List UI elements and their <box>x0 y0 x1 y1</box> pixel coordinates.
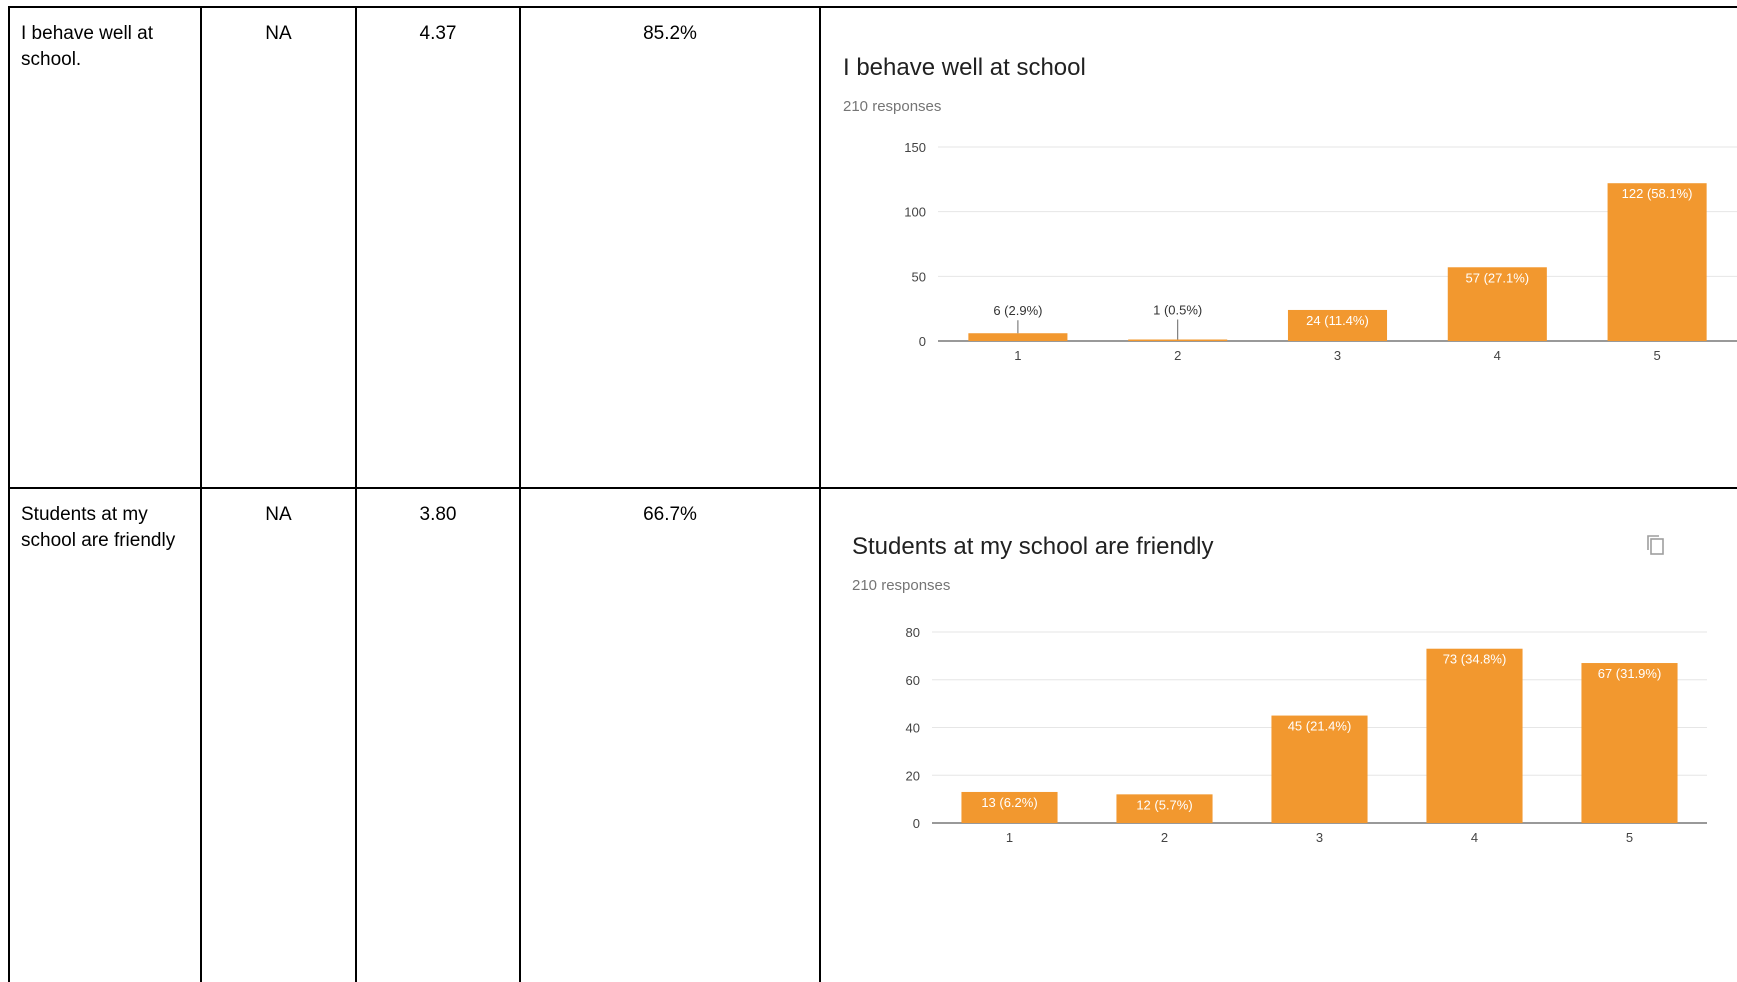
y-tick-label: 0 <box>919 334 926 349</box>
y-tick-label: 0 <box>913 816 920 831</box>
y-tick-label: 80 <box>906 625 920 640</box>
data-label: 12 (5.7%) <box>1136 797 1192 812</box>
bar <box>1116 794 1213 823</box>
mean-cell: 3.80 <box>419 504 457 525</box>
data-label: 122 (58.1%) <box>1622 186 1693 201</box>
x-tick-label: 5 <box>1626 830 1633 845</box>
statement-cell: I behave well at school. <box>21 23 154 70</box>
data-label: 24 (11.4%) <box>1306 313 1369 328</box>
bar <box>1607 183 1707 341</box>
table-border-left <box>8 6 10 982</box>
percent-cell: 66.7% <box>643 504 697 525</box>
data-label: 73 (34.8%) <box>1443 652 1507 667</box>
table-border-top <box>8 6 1737 8</box>
y-tick-label: 100 <box>904 205 926 220</box>
y-tick-label: 20 <box>906 768 920 783</box>
na-cell: NA <box>265 23 292 44</box>
bar <box>968 333 1068 341</box>
na-cell: NA <box>265 504 292 525</box>
chart-behave-well: I behave well at school 210 responses 0 5… <box>843 46 1737 456</box>
chart-subtitle: 210 responses <box>843 98 942 115</box>
bar <box>1128 339 1228 341</box>
x-tick-label: 4 <box>1471 830 1478 845</box>
column-divider <box>519 6 521 982</box>
data-label: 1 (0.5%) <box>1153 303 1202 318</box>
bar <box>1271 715 1368 823</box>
column-divider <box>355 6 357 982</box>
column-divider <box>200 6 202 982</box>
data-label: 45 (21.4%) <box>1288 719 1352 734</box>
bar <box>1447 267 1547 341</box>
y-tick-label: 40 <box>906 721 920 736</box>
bar <box>1581 663 1678 823</box>
y-tick-label: 60 <box>906 673 920 688</box>
y-tick-label: 150 <box>904 140 926 155</box>
mean-cell: 4.37 <box>419 23 457 44</box>
column-divider <box>819 6 821 982</box>
y-tick-label: 50 <box>912 269 926 284</box>
x-tick-label: 5 <box>1653 348 1660 363</box>
statement-cell: Students at my school are friendly <box>21 504 176 551</box>
data-label: 6 (2.9%) <box>993 303 1042 318</box>
x-tick-label: 1 <box>1014 348 1021 363</box>
x-tick-label: 3 <box>1316 830 1323 845</box>
x-tick-label: 2 <box>1161 830 1168 845</box>
bar <box>1426 648 1523 823</box>
percent-cell: 85.2% <box>643 23 697 44</box>
copy-icon[interactable] <box>1646 533 1666 557</box>
x-tick-label: 2 <box>1174 348 1181 363</box>
bar <box>1287 309 1388 341</box>
chart-students-friendly: Students at my school are friendly 210 r… <box>852 533 1737 933</box>
bar <box>961 791 1058 823</box>
bar-chart: 0 20 40 60 80 1 13 (6.2%) 2 12 (5.7%) 3 45 (21.4%)… <box>906 625 1707 845</box>
chart-title: I behave well at school <box>843 54 1086 81</box>
row-divider <box>8 487 1737 489</box>
x-tick-label: 1 <box>1006 830 1013 845</box>
x-tick-label: 3 <box>1334 348 1341 363</box>
chart-title: Students at my school are friendly <box>852 533 1214 560</box>
chart-subtitle: 210 responses <box>852 577 951 594</box>
data-label: 67 (31.9%) <box>1598 666 1662 681</box>
data-label: 13 (6.2%) <box>981 795 1037 810</box>
x-tick-label: 4 <box>1494 348 1501 363</box>
results-table: I behave well at school. NA 4.37 85.2% S… <box>8 6 1737 982</box>
bar-chart: 0 50 100 150 1 6 (2.9%) 2 1 (0.5%) 3 24 (11.4%) 4 5… <box>904 140 1737 363</box>
data-label: 57 (27.1%) <box>1466 270 1530 285</box>
